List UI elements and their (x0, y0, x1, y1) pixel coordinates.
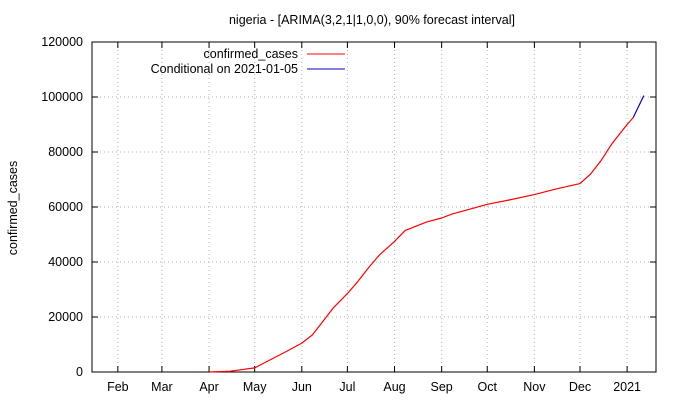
y-tick-label: 100000 (41, 90, 83, 104)
chart-title: nigeria - [ARIMA(3,2,1|1,0,0), 90% forec… (229, 13, 515, 27)
ticks: 0 20000 40000 60000 80000 100000 120000 Feb Mar A… (41, 35, 656, 394)
x-tick-label: Nov (523, 380, 546, 394)
x-tick-label: Jul (339, 380, 355, 394)
x-tick-label: Aug (383, 380, 405, 394)
y-tick-label: 0 (76, 365, 83, 379)
x-tick-label: May (243, 380, 267, 394)
x-tick-label: Apr (199, 380, 218, 394)
y-tick-label: 40000 (48, 255, 83, 269)
x-tick-label: Feb (107, 380, 129, 394)
legend-label-confirmed-cases: confirmed_cases (204, 47, 299, 61)
x-tick-label: Mar (151, 380, 173, 394)
x-tick-label: Oct (478, 380, 498, 394)
y-axis-label: confirmed_cases (6, 161, 20, 256)
grid (92, 42, 656, 372)
x-tick-label: Dec (569, 380, 591, 394)
y-tick-label: 80000 (48, 145, 83, 159)
series-line-conditional-forecast (632, 95, 645, 118)
x-tick-label: 2021 (613, 380, 641, 394)
y-tick-label: 60000 (48, 200, 83, 214)
x-tick-label: Jun (292, 380, 312, 394)
series (209, 95, 645, 373)
plot-frame (91, 41, 657, 373)
legend: confirmed_cases Conditional on 2021-01-0… (151, 47, 345, 76)
y-tick-label: 20000 (48, 310, 83, 324)
x-tick-label: Sep (431, 380, 453, 394)
series-line-confirmed-cases (209, 117, 634, 373)
legend-label-conditional: Conditional on 2021-01-05 (151, 62, 298, 76)
y-tick-label: 120000 (41, 35, 83, 49)
